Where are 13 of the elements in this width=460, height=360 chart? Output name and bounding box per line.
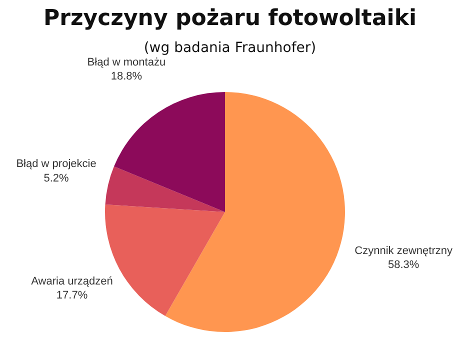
- data-label: 5.2%: [44, 172, 70, 184]
- chart-title: Przyczyny pożaru fotowoltaiki: [42, 6, 418, 31]
- pie-slice: [114, 92, 225, 212]
- data-label: 58.3%: [388, 259, 420, 272]
- slice-label: Błąd w projekcie: [16, 158, 96, 170]
- slice-label: Błąd w montażu: [87, 56, 166, 68]
- slice-label: Czynnik zewnętrzny: [354, 244, 453, 257]
- chart-subtitle: (wg badania Fraunhofer): [142, 40, 318, 56]
- pie-slice: [105, 166, 225, 212]
- data-label: 18.8%: [110, 70, 142, 83]
- data-label: 17.7%: [56, 290, 88, 302]
- pie-slice: [165, 92, 345, 332]
- slice-label: Awaria urządzeń: [31, 275, 113, 288]
